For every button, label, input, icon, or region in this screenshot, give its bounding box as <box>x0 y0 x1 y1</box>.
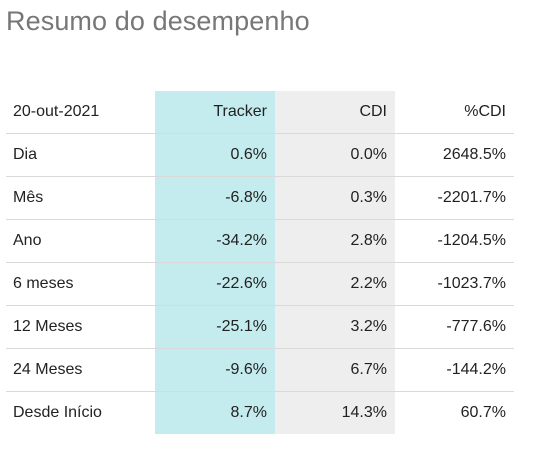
tracker-cell: 8.7% <box>230 404 267 421</box>
pct-cdi-cell: -777.6% <box>395 305 514 349</box>
table-row: 6 meses -22.6% 2.2% -1023.7% <box>6 262 514 306</box>
performance-table: 20-out-2021 Tracker CDI %CDI Dia 0.6% 0.… <box>6 91 514 434</box>
table-row: 24 Meses -9.6% 6.7% -144.2% <box>6 348 514 392</box>
tracker-cell: -22.6% <box>155 262 275 306</box>
cdi-cell: 2.8% <box>275 219 395 263</box>
row-label: 6 meses <box>6 262 155 306</box>
table-row: 12 Meses -25.1% 3.2% -777.6% <box>6 305 514 349</box>
row-label: 12 Meses <box>6 305 155 349</box>
performance-summary: 20-out-2021 Tracker CDI %CDI Dia 0.6% 0.… <box>6 91 514 434</box>
cdi-cell: 14.3% <box>341 404 387 421</box>
tracker-cell: -34.2% <box>155 219 275 263</box>
row-label: Dia <box>6 133 155 177</box>
cdi-cell: 0.3% <box>275 176 395 220</box>
row-label: Mês <box>6 176 155 220</box>
table-row: Mês -6.8% 0.3% -2201.7% <box>6 176 514 220</box>
row-label: Desde Início <box>13 404 102 421</box>
row-label: Ano <box>6 219 155 263</box>
header-tracker: Tracker <box>155 91 275 134</box>
header-date: 20-out-2021 <box>6 91 155 134</box>
cdi-cell: 0.0% <box>275 133 395 177</box>
pct-cdi-cell: -1204.5% <box>395 219 514 263</box>
pct-cdi-cell: -2201.7% <box>395 176 514 220</box>
cdi-cell: 3.2% <box>275 305 395 349</box>
pct-cdi-cell: -144.2% <box>395 348 514 392</box>
cdi-cell: 2.2% <box>275 262 395 306</box>
tracker-cell: -25.1% <box>155 305 275 349</box>
header-pct-cdi: %CDI <box>395 91 514 134</box>
tracker-cell: 0.6% <box>155 133 275 177</box>
header-cdi: CDI <box>275 91 395 134</box>
table-header-row: 20-out-2021 Tracker CDI %CDI <box>6 91 514 134</box>
cdi-cell: 6.7% <box>275 348 395 392</box>
table-row: Ano -34.2% 2.8% -1204.5% <box>6 219 514 263</box>
tracker-cell: -9.6% <box>155 348 275 392</box>
pct-cdi-cell: -1023.7% <box>395 262 514 306</box>
pct-cdi-cell: 2648.5% <box>395 133 514 177</box>
table-row: Desde Início 8.7% 14.3% 60.7% <box>6 392 514 435</box>
row-label: 24 Meses <box>6 348 155 392</box>
page-title: Resumo do desempenho <box>6 6 310 36</box>
pct-cdi-cell: 60.7% <box>460 404 506 421</box>
tracker-cell: -6.8% <box>155 176 275 220</box>
table-row: Dia 0.6% 0.0% 2648.5% <box>6 133 514 177</box>
